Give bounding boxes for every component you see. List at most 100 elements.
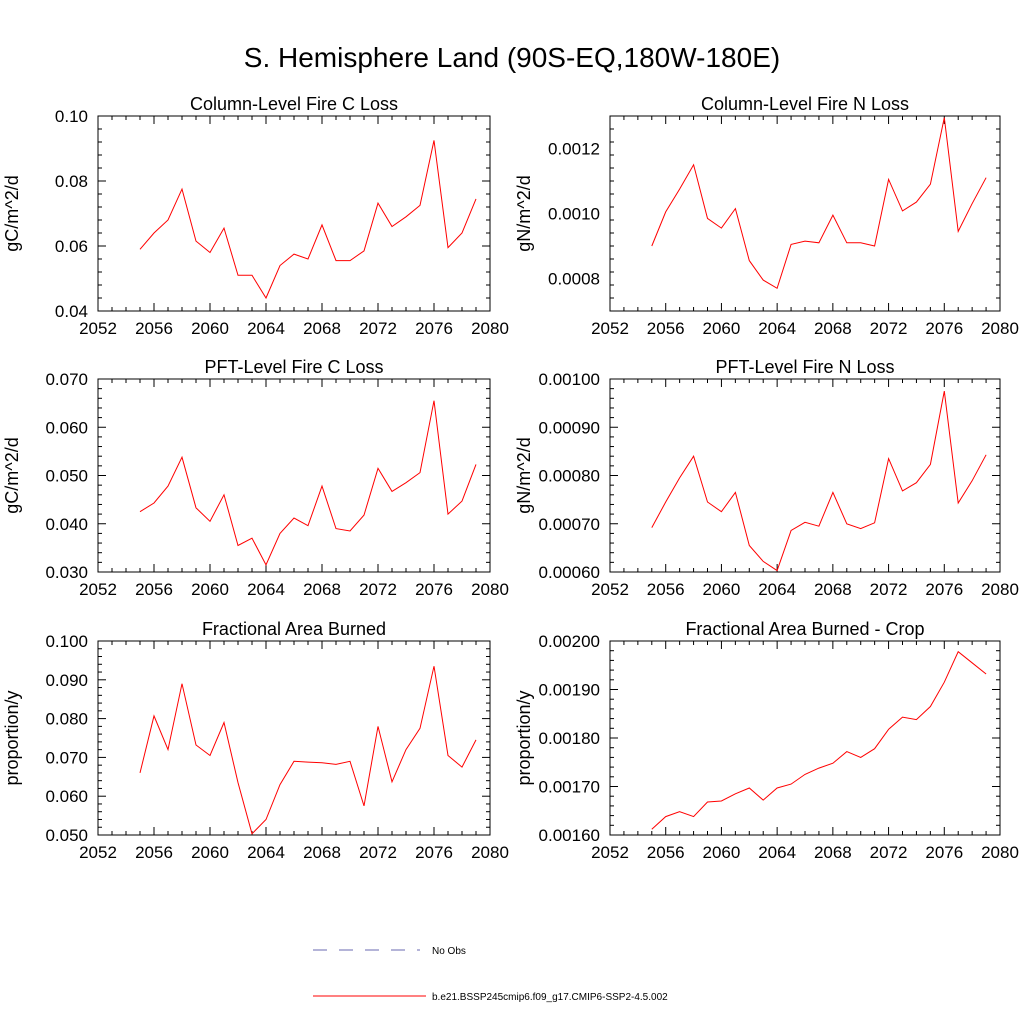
panel-title: Column-Level Fire N Loss (701, 94, 909, 114)
x-tick-label: 2076 (415, 580, 453, 599)
y-tick-label: 0.00080 (539, 467, 600, 486)
x-tick-label: 2052 (591, 580, 629, 599)
x-tick-label: 2056 (647, 843, 685, 862)
x-tick-label: 2068 (303, 319, 341, 338)
x-tick-label: 2068 (814, 843, 852, 862)
x-tick-label: 2052 (591, 319, 629, 338)
x-tick-label: 2064 (247, 843, 285, 862)
y-tick-label: 0.00100 (539, 370, 600, 389)
x-tick-label: 2056 (647, 580, 685, 599)
y-tick-label: 0.050 (45, 826, 88, 845)
x-tick-label: 2080 (471, 319, 509, 338)
y-tick-label: 0.00070 (539, 515, 600, 534)
y-tick-label: 0.10 (55, 107, 88, 126)
y-tick-label: 0.040 (45, 515, 88, 534)
x-tick-label: 2060 (703, 580, 741, 599)
x-tick-label: 2052 (591, 843, 629, 862)
y-tick-label: 0.06 (55, 237, 88, 256)
x-tick-label: 2076 (925, 319, 963, 338)
y-tick-label: 0.00180 (539, 729, 600, 748)
y-axis-label: proportion/y (2, 690, 22, 785)
y-tick-label: 0.0010 (548, 205, 600, 224)
y-tick-label: 0.04 (55, 302, 88, 321)
x-tick-label: 2064 (758, 843, 796, 862)
x-tick-label: 2080 (981, 843, 1019, 862)
x-tick-label: 2068 (814, 580, 852, 599)
x-tick-label: 2060 (191, 580, 229, 599)
x-tick-label: 2064 (247, 319, 285, 338)
y-tick-label: 0.00160 (539, 826, 600, 845)
figure-title: S. Hemisphere Land (90S-EQ,180W-180E) (244, 42, 780, 73)
y-tick-label: 0.030 (45, 563, 88, 582)
chart-panel-2: Column-Level Fire N Loss gN/m^2/d 2052 2056… (514, 94, 1019, 338)
y-tick-label: 0.00090 (539, 418, 600, 437)
y-axis-label: proportion/y (514, 690, 534, 785)
x-tick-label: 2076 (925, 843, 963, 862)
y-axis-label: gC/m^2/d (2, 437, 22, 513)
y-tick-label: 0.08 (55, 172, 88, 191)
series-line (139, 400, 477, 566)
chart-panel-4: PFT-Level Fire N Loss gN/m^2/d 2052 2056 206… (514, 357, 1019, 599)
x-tick-label: 2060 (191, 843, 229, 862)
x-tick-label: 2060 (703, 843, 741, 862)
x-tick-label: 2052 (79, 580, 117, 599)
y-tick-label: 0.0008 (548, 270, 600, 289)
x-tick-label: 2080 (471, 580, 509, 599)
y-tick-label: 0.090 (45, 671, 88, 690)
series-line (651, 650, 987, 830)
panel-title: Fractional Area Burned - Crop (685, 619, 924, 639)
x-tick-label: 2060 (191, 319, 229, 338)
x-tick-label: 2080 (981, 580, 1019, 599)
x-tick-label: 2060 (703, 319, 741, 338)
chart-panel-5: Fractional Area Burned proportion/y 2052 20… (2, 619, 509, 862)
y-axis-label: gN/m^2/d (514, 175, 534, 251)
x-tick-label: 2068 (303, 843, 341, 862)
plot-frame (609, 640, 1001, 836)
x-tick-label: 2064 (247, 580, 285, 599)
panels: Column-Level Fire C Loss gC/m^2/d 2052 2056… (2, 94, 1019, 862)
x-tick-label: 2052 (79, 843, 117, 862)
panel-title: Column-Level Fire C Loss (190, 94, 398, 114)
chart-panel-6: Fractional Area Burned - Crop proportion/… (514, 619, 1019, 862)
series-line (651, 391, 987, 572)
chart-panel-1: Column-Level Fire C Loss gC/m^2/d 2052 2056… (2, 94, 509, 338)
series-line (139, 140, 477, 300)
y-tick-label: 0.0012 (548, 140, 600, 159)
legend: No Obs b.e21.BSSP245cmip6.f09_g17.CMIP6-… (313, 946, 668, 1003)
y-tick-label: 0.060 (45, 787, 88, 806)
series-line (651, 117, 987, 290)
x-tick-label: 2056 (135, 580, 173, 599)
y-tick-label: 0.050 (45, 467, 88, 486)
x-tick-label: 2064 (758, 319, 796, 338)
x-tick-label: 2068 (303, 580, 341, 599)
chart-panel-3: PFT-Level Fire C Loss gC/m^2/d 2052 2056 206… (2, 357, 509, 599)
legend-model-label: b.e21.BSSP245cmip6.f09_g17.CMIP6-SSP2-4.… (432, 992, 668, 1003)
y-tick-label: 0.00060 (539, 563, 600, 582)
x-tick-label: 2072 (359, 319, 397, 338)
x-tick-label: 2072 (870, 580, 908, 599)
x-tick-label: 2080 (981, 319, 1019, 338)
panel-title: PFT-Level Fire C Loss (204, 357, 383, 377)
x-tick-label: 2072 (359, 843, 397, 862)
plot-frame (97, 640, 491, 836)
x-tick-label: 2052 (79, 319, 117, 338)
x-tick-label: 2056 (647, 319, 685, 338)
y-tick-label: 0.080 (45, 710, 88, 729)
x-tick-label: 2068 (814, 319, 852, 338)
y-tick-label: 0.060 (45, 418, 88, 437)
y-tick-label: 0.00170 (539, 778, 600, 797)
y-tick-label: 0.070 (45, 370, 88, 389)
x-tick-label: 2056 (135, 319, 173, 338)
x-tick-label: 2072 (870, 319, 908, 338)
x-tick-label: 2076 (415, 319, 453, 338)
x-tick-label: 2076 (925, 580, 963, 599)
y-tick-label: 0.00200 (539, 632, 600, 651)
plot-frame (97, 378, 491, 573)
x-tick-label: 2072 (359, 580, 397, 599)
x-tick-label: 2064 (758, 580, 796, 599)
x-tick-label: 2072 (870, 843, 908, 862)
x-tick-label: 2056 (135, 843, 173, 862)
series-line (139, 666, 477, 835)
y-axis-label: gC/m^2/d (2, 175, 22, 251)
